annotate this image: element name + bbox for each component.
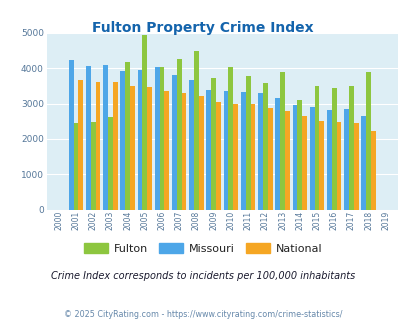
Bar <box>113 82 117 210</box>
Bar <box>370 131 375 210</box>
Bar <box>233 104 238 210</box>
Bar <box>108 117 113 210</box>
Bar <box>296 100 301 210</box>
Bar <box>147 87 152 210</box>
Bar <box>130 86 134 210</box>
Bar <box>211 78 215 210</box>
Bar <box>215 102 220 210</box>
Bar <box>68 60 73 210</box>
Bar <box>223 91 228 210</box>
Bar <box>198 96 203 210</box>
Bar <box>284 111 289 210</box>
Bar <box>120 71 125 210</box>
Bar <box>267 108 272 210</box>
Bar <box>91 122 95 210</box>
Bar <box>206 90 211 210</box>
Text: Fulton Property Crime Index: Fulton Property Crime Index <box>92 21 313 35</box>
Legend: Fulton, Missouri, National: Fulton, Missouri, National <box>79 238 326 258</box>
Bar <box>86 66 91 210</box>
Bar <box>250 104 255 210</box>
Bar <box>194 51 198 210</box>
Bar <box>137 70 142 210</box>
Bar <box>348 85 353 210</box>
Bar <box>292 105 296 210</box>
Bar <box>258 93 262 210</box>
Bar <box>172 75 177 210</box>
Bar <box>125 62 130 210</box>
Bar <box>95 82 100 210</box>
Bar <box>326 110 331 210</box>
Bar <box>177 59 181 210</box>
Bar <box>240 92 245 210</box>
Bar <box>353 123 358 210</box>
Bar <box>181 93 186 210</box>
Bar <box>309 107 314 210</box>
Bar <box>262 83 267 210</box>
Bar <box>73 123 78 210</box>
Bar <box>343 109 348 210</box>
Bar <box>228 67 233 210</box>
Bar <box>275 98 279 210</box>
Bar <box>142 35 147 210</box>
Bar <box>319 121 324 210</box>
Bar <box>164 91 169 210</box>
Bar <box>314 86 319 210</box>
Bar <box>365 72 370 210</box>
Bar <box>78 80 83 210</box>
Bar <box>159 67 164 210</box>
Text: © 2025 CityRating.com - https://www.cityrating.com/crime-statistics/: © 2025 CityRating.com - https://www.city… <box>64 310 341 319</box>
Bar <box>189 80 194 210</box>
Bar <box>103 65 108 210</box>
Bar <box>360 116 365 210</box>
Bar <box>331 88 336 210</box>
Bar <box>245 76 250 210</box>
Bar <box>279 72 284 210</box>
Text: Crime Index corresponds to incidents per 100,000 inhabitants: Crime Index corresponds to incidents per… <box>51 271 354 281</box>
Bar <box>336 122 341 210</box>
Bar <box>154 67 159 210</box>
Bar <box>301 116 306 210</box>
